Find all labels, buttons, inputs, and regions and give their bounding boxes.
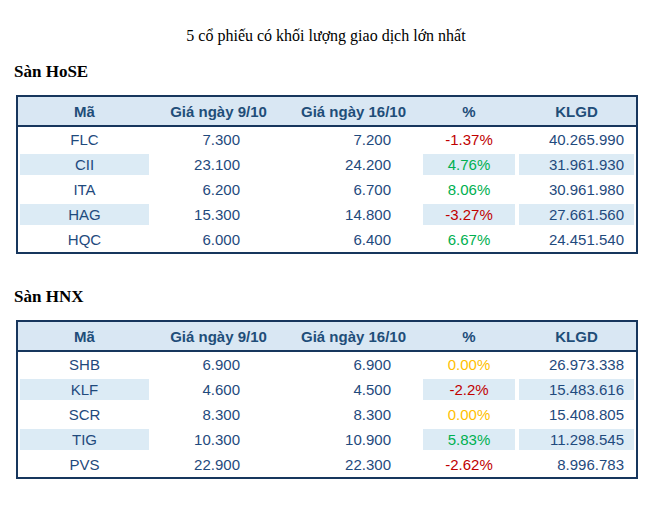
column-header-ma: Mã: [17, 96, 151, 126]
stock-code: FLC: [17, 126, 151, 152]
volume: 24.451.540: [517, 227, 637, 253]
table-row: SHB 6.900 6.900 0.00% 26.973.338: [17, 351, 637, 377]
table-row: HQC 6.000 6.400 6.67% 24.451.540: [17, 227, 637, 253]
price-9-10: 6.200: [151, 177, 286, 202]
column-header-gia-9-10: Giá ngày 9/10: [151, 321, 286, 351]
price-16-10: 6.900: [286, 351, 421, 377]
column-header-percent: %: [421, 96, 517, 126]
table-row: HAG 15.300 14.800 -3.27% 27.661.560: [17, 202, 637, 227]
column-header-ma: Mã: [17, 321, 151, 351]
price-16-10: 24.200: [286, 152, 421, 177]
column-header-gia-16-10: Giá ngày 16/10: [286, 321, 421, 351]
volume: 15.408.805: [517, 402, 637, 427]
table-row: CII 23.100 24.200 4.76% 31.961.930: [17, 152, 637, 177]
volume: 15.483.616: [517, 377, 637, 402]
column-header-klgd: KLGD: [517, 96, 637, 126]
price-16-10: 14.800: [286, 202, 421, 227]
percent-change: 5.83%: [421, 427, 517, 452]
stock-code: KLF: [17, 377, 151, 402]
table-row: KLF 4.600 4.500 -2.2% 15.483.616: [17, 377, 637, 402]
price-16-10: 10.900: [286, 427, 421, 452]
table-row: TIG 10.300 10.900 5.83% 11.298.545: [17, 427, 637, 452]
price-9-10: 6.000: [151, 227, 286, 253]
price-9-10: 8.300: [151, 402, 286, 427]
volume: 30.961.980: [517, 177, 637, 202]
percent-change: 0.00%: [421, 351, 517, 377]
table-row: FLC 7.300 7.200 -1.37% 40.265.990: [17, 126, 637, 152]
percent-change: -2.2%: [421, 377, 517, 402]
stock-code: TIG: [17, 427, 151, 452]
percent-change: -1.37%: [421, 126, 517, 152]
table-row: ITA 6.200 6.700 8.06% 30.961.980: [17, 177, 637, 202]
volume: 26.973.338: [517, 351, 637, 377]
price-9-10: 4.600: [151, 377, 286, 402]
price-16-10: 22.300: [286, 452, 421, 478]
price-9-10: 6.900: [151, 351, 286, 377]
price-16-10: 7.200: [286, 126, 421, 152]
price-16-10: 6.700: [286, 177, 421, 202]
percent-change: 6.67%: [421, 227, 517, 253]
table-row: PVS 22.900 22.300 -2.62% 8.996.783: [17, 452, 637, 478]
stock-code: HQC: [17, 227, 151, 253]
price-16-10: 6.400: [286, 227, 421, 253]
stock-code: SHB: [17, 351, 151, 377]
price-16-10: 8.300: [286, 402, 421, 427]
table-row: SCR 8.300 8.300 0.00% 15.408.805: [17, 402, 637, 427]
stock-code: CII: [17, 152, 151, 177]
hnx-table: Mã Giá ngày 9/10 Giá ngày 16/10 % KLGD S…: [16, 320, 638, 479]
percent-change: 4.76%: [421, 152, 517, 177]
price-16-10: 4.500: [286, 377, 421, 402]
price-9-10: 23.100: [151, 152, 286, 177]
price-9-10: 15.300: [151, 202, 286, 227]
percent-change: -2.62%: [421, 452, 517, 478]
hose-header-row: Mã Giá ngày 9/10 Giá ngày 16/10 % KLGD: [17, 96, 637, 126]
price-9-10: 22.900: [151, 452, 286, 478]
page-title: 5 cổ phiếu có khối lượng giao dịch lớn n…: [0, 0, 652, 45]
volume: 31.961.930: [517, 152, 637, 177]
stock-code: ITA: [17, 177, 151, 202]
section-heading-hose: Sàn HoSE: [14, 62, 652, 82]
column-header-percent: %: [421, 321, 517, 351]
volume: 11.298.545: [517, 427, 637, 452]
stock-code: PVS: [17, 452, 151, 478]
percent-change: 8.06%: [421, 177, 517, 202]
hnx-header-row: Mã Giá ngày 9/10 Giá ngày 16/10 % KLGD: [17, 321, 637, 351]
price-9-10: 10.300: [151, 427, 286, 452]
percent-change: -3.27%: [421, 202, 517, 227]
hose-table: Mã Giá ngày 9/10 Giá ngày 16/10 % KLGD F…: [16, 95, 638, 254]
stock-code: SCR: [17, 402, 151, 427]
column-header-gia-16-10: Giá ngày 16/10: [286, 96, 421, 126]
column-header-gia-9-10: Giá ngày 9/10: [151, 96, 286, 126]
volume: 27.661.560: [517, 202, 637, 227]
volume: 8.996.783: [517, 452, 637, 478]
price-9-10: 7.300: [151, 126, 286, 152]
section-heading-hnx: Sàn HNX: [14, 287, 652, 307]
percent-change: 0.00%: [421, 402, 517, 427]
column-header-klgd: KLGD: [517, 321, 637, 351]
stock-code: HAG: [17, 202, 151, 227]
volume: 40.265.990: [517, 126, 637, 152]
